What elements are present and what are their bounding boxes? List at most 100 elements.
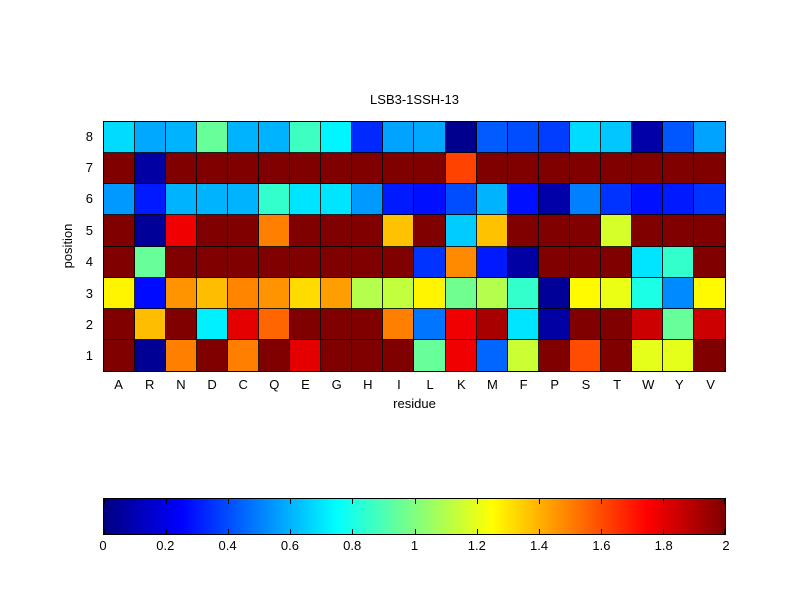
- heatmap-cell: [507, 246, 539, 278]
- heatmap-cell: [662, 122, 694, 154]
- heatmap-cell: [321, 339, 353, 371]
- heatmap-cell: [476, 122, 508, 154]
- x-tick-label: Y: [675, 377, 684, 392]
- heatmap-cell: [135, 277, 167, 309]
- heatmap-plot: [103, 121, 726, 372]
- x-tick-label: V: [706, 377, 715, 392]
- colorbar-tick-label: 0.8: [343, 538, 362, 553]
- heatmap-cell: [631, 215, 663, 247]
- heatmap-cell: [259, 153, 291, 185]
- heatmap-cell: [600, 246, 632, 278]
- colorbar-tick-label: 0.2: [156, 538, 175, 553]
- y-tick-label: 6: [85, 191, 93, 207]
- heatmap-cell: [662, 215, 694, 247]
- colorbar-tick-mark: [724, 529, 725, 534]
- colorbar-tick-label: 2: [722, 538, 730, 553]
- heatmap-cell: [445, 184, 477, 216]
- x-tick-label: H: [363, 377, 373, 392]
- heatmap-cell: [693, 153, 725, 185]
- heatmap-cell: [662, 277, 694, 309]
- colorbar-tick-mark: [538, 499, 540, 504]
- heatmap-cell: [259, 277, 291, 309]
- heatmap-cell: [600, 277, 632, 309]
- heatmap-cell: [321, 122, 353, 154]
- colorbar-tick-label: 1.2: [467, 538, 486, 553]
- heatmap-cell: [600, 184, 632, 216]
- heatmap-cell: [631, 339, 663, 371]
- heatmap-cell: [259, 246, 291, 278]
- heatmap-cell: [197, 184, 229, 216]
- heatmap-cell: [228, 277, 260, 309]
- heatmap-cell: [228, 308, 260, 340]
- heatmap-cell: [321, 308, 353, 340]
- x-tick-label: F: [519, 377, 528, 392]
- colorbar-tick-mark: [476, 529, 478, 534]
- heatmap-cell: [166, 277, 198, 309]
- heatmap-cell: [197, 246, 229, 278]
- x-tick-label: A: [114, 377, 123, 392]
- heatmap-cell: [600, 339, 632, 371]
- heatmap-cell: [476, 215, 508, 247]
- heatmap-cell: [662, 246, 694, 278]
- heatmap-cell: [228, 215, 260, 247]
- heatmap-cell: [166, 246, 198, 278]
- heatmap-cell: [693, 246, 725, 278]
- y-tick-label: 4: [85, 254, 93, 270]
- heatmap-cell: [538, 339, 570, 371]
- colorbar-tick-label: 1: [410, 538, 419, 553]
- heatmap-cell: [166, 184, 198, 216]
- heatmap-cell: [228, 246, 260, 278]
- heatmap-cell: [166, 122, 198, 154]
- heatmap-cell: [259, 308, 291, 340]
- heatmap-cell: [693, 184, 725, 216]
- heatmap-cell: [352, 308, 384, 340]
- heatmap-cell: [104, 277, 136, 309]
- heatmap-cell: [197, 122, 229, 154]
- x-tick-label: T: [613, 377, 622, 392]
- heatmap-cell: [414, 122, 446, 154]
- colorbar-tick-mark: [352, 499, 354, 504]
- heatmap-cell: [600, 153, 632, 185]
- heatmap-cell: [538, 184, 570, 216]
- heatmap-cell: [352, 246, 384, 278]
- heatmap-cell: [476, 308, 508, 340]
- heatmap-cell: [600, 122, 632, 154]
- colorbar: [103, 498, 726, 535]
- heatmap-cell: [414, 308, 446, 340]
- heatmap-cell: [290, 339, 322, 371]
- heatmap-cell: [507, 184, 539, 216]
- colorbar-tick-mark: [352, 529, 354, 534]
- heatmap-cell: [135, 184, 167, 216]
- colorbar-tick-label: 0.6: [280, 538, 299, 553]
- y-tick-label: 8: [85, 128, 93, 144]
- heatmap-cell: [197, 153, 229, 185]
- colorbar-tick-mark: [228, 499, 230, 504]
- y-tick-label: 3: [85, 285, 93, 301]
- heatmap-cell: [352, 215, 384, 247]
- heatmap-cell: [507, 215, 539, 247]
- x-tick-label: C: [238, 377, 248, 392]
- colorbar-tick-mark: [166, 529, 168, 534]
- heatmap-cell: [476, 246, 508, 278]
- heatmap-cell: [538, 277, 570, 309]
- x-tick-label: G: [331, 377, 342, 392]
- heatmap-cell: [445, 153, 477, 185]
- heatmap-cell: [321, 246, 353, 278]
- heatmap-cell: [538, 215, 570, 247]
- x-tick-label: I: [397, 377, 401, 392]
- x-tick-label: S: [581, 377, 591, 392]
- colorbar-tick-mark: [476, 499, 478, 504]
- heatmap-cell: [414, 246, 446, 278]
- heatmap-cell: [352, 153, 384, 185]
- heatmap-cell: [104, 339, 136, 371]
- heatmap-cell: [290, 308, 322, 340]
- heatmap-cell: [104, 246, 136, 278]
- heatmap-cell: [197, 277, 229, 309]
- heatmap-cell: [631, 184, 663, 216]
- heatmap-cell: [414, 339, 446, 371]
- colorbar-tick-mark: [290, 499, 292, 504]
- colorbar-tick-mark: [662, 529, 664, 534]
- heatmap-cell: [538, 153, 570, 185]
